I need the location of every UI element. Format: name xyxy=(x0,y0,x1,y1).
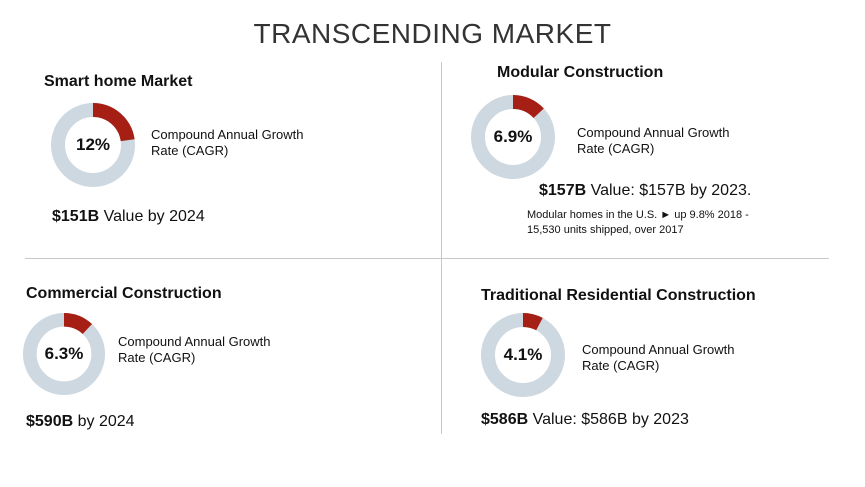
commercial-cagr-percent: 6.3% xyxy=(44,344,84,363)
traditional-value: $586B Value: $586B by 2023 xyxy=(481,411,689,429)
modular-value: $157B Value: $157B by 2023. xyxy=(539,182,751,200)
traditional-value-amount: $586B xyxy=(481,411,529,428)
smart-home-value-amount: $151B xyxy=(52,208,100,225)
traditional-cagr-percent: 4.1% xyxy=(503,345,543,364)
modular-cagr-label: Compound Annual Growth Rate (CAGR) xyxy=(577,125,730,156)
modular-value-amount: $157B xyxy=(539,182,587,199)
horizontal-divider xyxy=(25,258,829,259)
commercial-value-text: by 2024 xyxy=(73,413,135,430)
commercial-value-amount: $590B xyxy=(26,413,74,430)
page-title: TRANSCENDING MARKET xyxy=(253,18,612,49)
smart-home-donut: 12% xyxy=(50,102,136,188)
modular-heading: Modular Construction xyxy=(497,64,664,81)
donut-segment xyxy=(512,95,544,119)
vertical-divider xyxy=(441,62,442,434)
smart-home-cagr-label: Compound Annual Growth Rate (CAGR) xyxy=(151,127,304,158)
modular-donut: 6.9% xyxy=(470,94,556,180)
traditional-donut: 4.1% xyxy=(480,312,566,398)
traditional-cagr-label: Compound Annual Growth Rate (CAGR) xyxy=(582,342,735,373)
smart-home-heading: Smart home Market xyxy=(44,73,193,90)
smart-home-value: $151B Value by 2024 xyxy=(52,208,205,226)
donut-segment xyxy=(63,312,93,335)
commercial-donut: 6.3% xyxy=(22,312,106,396)
traditional-value-text: Value: $586B by 2023 xyxy=(528,411,689,428)
modular-note: Modular homes in the U.S. ► up 9.8% 2018… xyxy=(527,209,749,236)
commercial-heading: Commercial Construction xyxy=(26,285,222,302)
smart-home-cagr-percent: 12% xyxy=(75,135,111,154)
modular-cagr-percent: 6.9% xyxy=(493,127,533,146)
traditional-heading: Traditional Residential Construction xyxy=(481,287,756,304)
modular-value-text: Value: $157B by 2023. xyxy=(586,182,752,199)
smart-home-value-text: Value by 2024 xyxy=(99,208,205,225)
commercial-cagr-label: Compound Annual Growth Rate (CAGR) xyxy=(118,334,271,365)
donut-segment xyxy=(92,103,135,142)
commercial-value: $590B by 2024 xyxy=(26,413,135,431)
donut-segment xyxy=(522,313,543,331)
